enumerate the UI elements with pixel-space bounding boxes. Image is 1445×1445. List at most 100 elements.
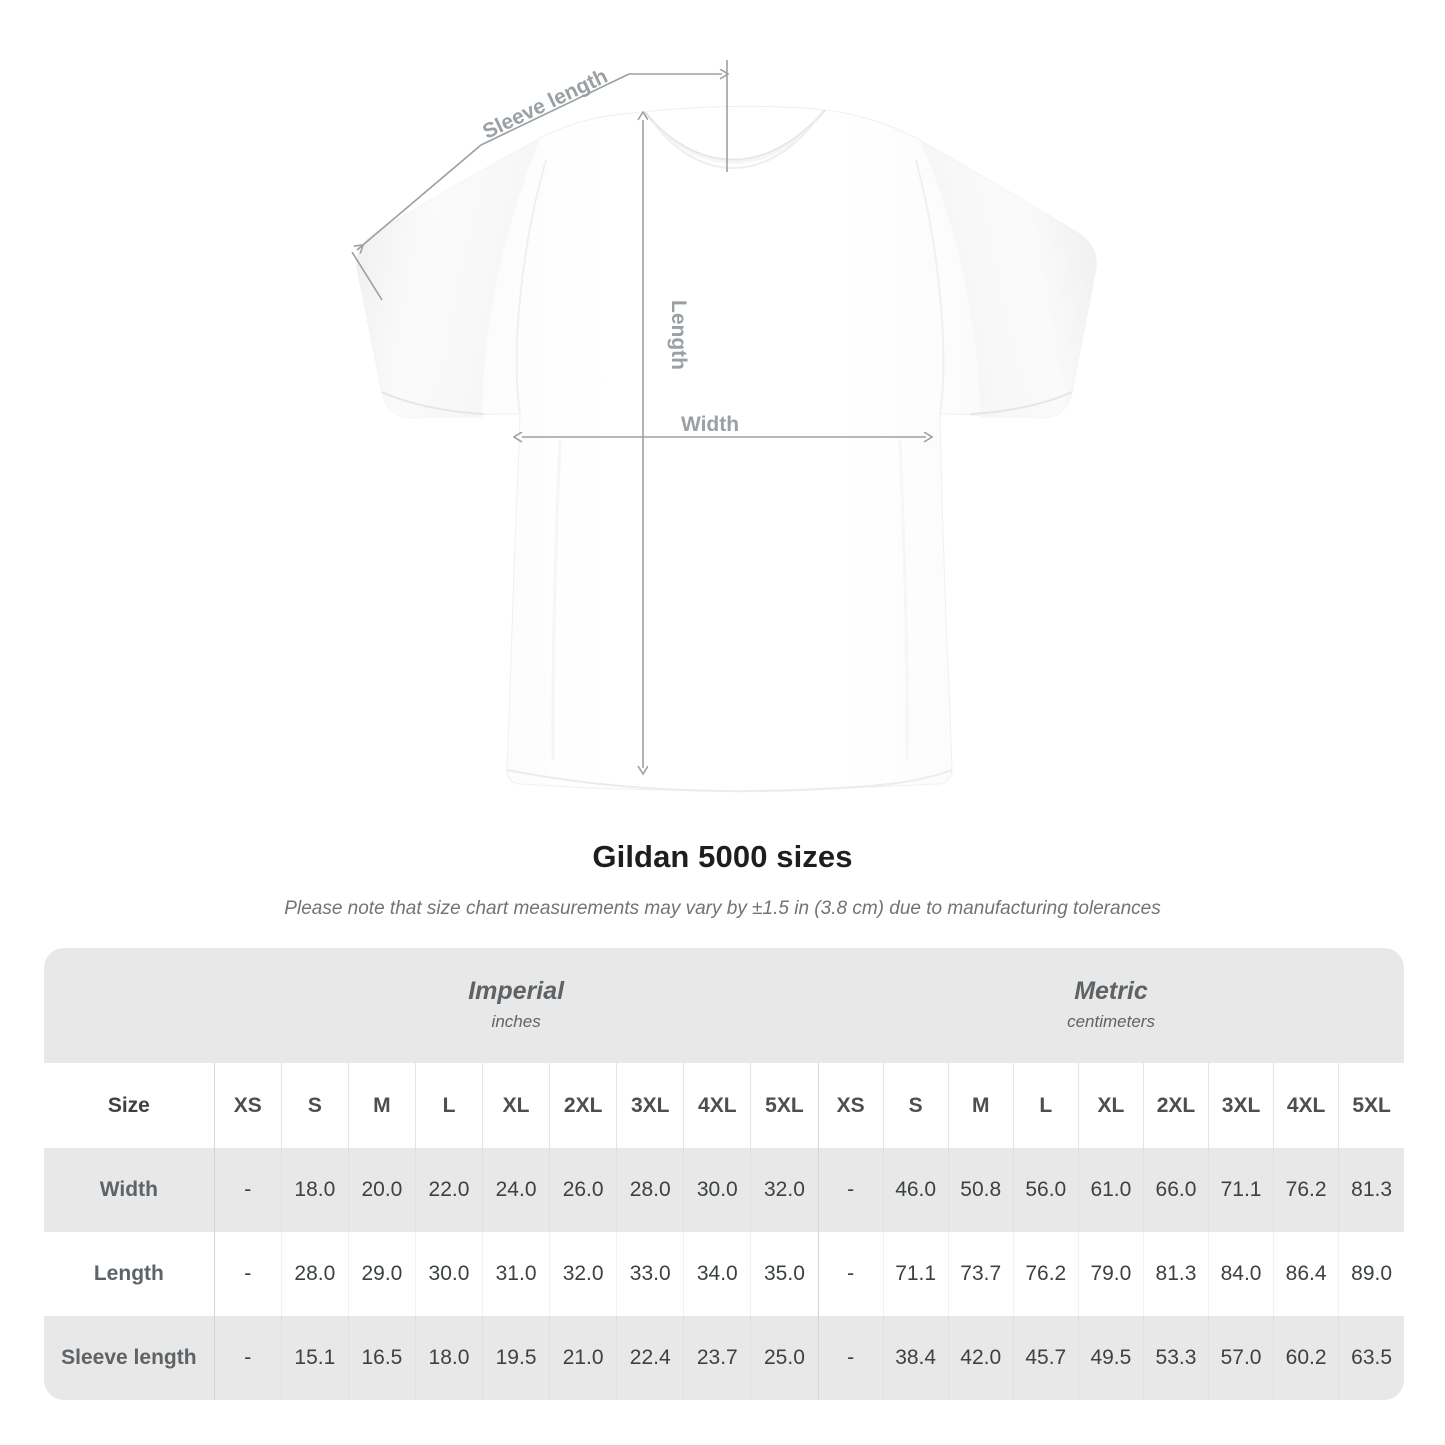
cell-width-imp-6: 28.0 [616,1148,684,1232]
cell-sleeve-met-7: 60.2 [1273,1316,1339,1400]
size-table-container: Imperial inches Metric centimeters Size … [44,948,1404,1400]
cell-width-met-7: 76.2 [1273,1148,1339,1232]
sleeve-diagonal-lower [357,144,482,250]
size-col-imp-6: 3XL [616,1063,684,1148]
cell-length-met-2: 73.7 [947,1232,1014,1316]
size-col-imp-5: 2XL [549,1063,617,1148]
cell-length-met-3: 76.2 [1012,1232,1079,1316]
cell-sleeve-met-1: 38.4 [882,1316,949,1400]
cell-width-imp-5: 26.0 [549,1148,617,1232]
cell-width-met-2: 50.8 [947,1148,1014,1232]
size-col-imp-7: 4XL [683,1063,751,1148]
cell-width-imp-8: 32.0 [750,1148,819,1232]
cell-sleeve-imp-4: 19.5 [482,1316,550,1400]
cell-sleeve-met-6: 57.0 [1207,1316,1274,1400]
cell-sleeve-met-4: 49.5 [1077,1316,1144,1400]
cell-length-met-8: 89.0 [1338,1232,1404,1316]
unit-imperial-cell: Imperial inches [214,948,819,1063]
unit-imperial-name: Imperial [468,977,565,1006]
cell-width-met-3: 56.0 [1012,1148,1079,1232]
size-col-imp-8: 5XL [750,1063,819,1148]
unit-metric-cell: Metric centimeters [818,948,1404,1063]
cell-length-met-1: 71.1 [882,1232,949,1316]
unit-banner-spacer [44,948,215,1063]
size-chart-table: Imperial inches Metric centimeters Size … [44,948,1404,1400]
cell-width-imp-4: 24.0 [482,1148,550,1232]
size-col-imp-3: L [414,1063,483,1148]
page-title: Gildan 5000 sizes [592,839,853,874]
cell-sleeve-met-8: 63.5 [1338,1316,1404,1400]
tolerance-note: Please note that size chart measurements… [284,898,1161,920]
cell-length-met-4: 79.0 [1077,1232,1144,1316]
cell-width-met-5: 66.0 [1142,1148,1209,1232]
cell-sleeve-imp-7: 23.7 [683,1316,751,1400]
size-col-met-3: L [1012,1063,1079,1148]
cell-sleeve-imp-3: 18.0 [414,1316,483,1400]
cell-sleeve-met-0: - [817,1316,884,1400]
cell-length-met-5: 81.3 [1142,1232,1209,1316]
cell-length-imp-1: 28.0 [280,1232,349,1316]
table-row: Length - 28.0 29.0 30.0 31.0 32.0 33.0 3… [44,1232,1404,1316]
cell-length-imp-4: 31.0 [482,1232,550,1316]
tshirt-illustration: Sleeve length Length Width [351,60,1097,793]
cell-sleeve-imp-5: 21.0 [549,1316,617,1400]
unit-metric-sub: centimeters [1067,1011,1155,1031]
cell-sleeve-imp-1: 15.1 [280,1316,349,1400]
size-col-met-1: S [882,1063,949,1148]
cell-sleeve-imp-6: 22.4 [616,1316,684,1400]
sleeve-diagonal-upper [480,73,630,146]
cell-width-met-1: 46.0 [882,1148,949,1232]
tshirt-diagram: Sleeve length Length Width [351,60,1097,793]
cell-width-imp-7: 30.0 [683,1148,751,1232]
size-col-imp-0: XS [213,1063,282,1148]
size-header-row: Size XS S M L XL 2XL 3XL 4XL 5XL XS S M … [44,1063,1404,1148]
size-col-imp-1: S [280,1063,349,1148]
size-col-met-2: M [947,1063,1014,1148]
cell-sleeve-imp-0: - [213,1316,282,1400]
cell-width-imp-1: 18.0 [280,1148,349,1232]
size-col-met-5: 2XL [1142,1063,1209,1148]
cell-length-imp-2: 29.0 [347,1232,416,1316]
size-col-met-4: XL [1077,1063,1144,1148]
cell-length-imp-5: 32.0 [549,1232,617,1316]
title-block: Gildan 5000 sizes Please note that size … [0,838,1445,922]
cell-sleeve-met-3: 45.7 [1012,1316,1079,1400]
size-col-met-0: XS [817,1063,884,1148]
cell-length-imp-8: 35.0 [750,1232,819,1316]
unit-banner-row: Imperial inches Metric centimeters [44,948,1404,1063]
cell-sleeve-met-5: 53.3 [1142,1316,1209,1400]
cell-width-met-0: - [817,1148,884,1232]
size-col-met-6: 3XL [1207,1063,1274,1148]
row-label-width: Width [44,1148,215,1232]
cell-width-met-4: 61.0 [1077,1148,1144,1232]
cell-length-imp-6: 33.0 [616,1232,684,1316]
size-col-met-8: 5XL [1338,1063,1404,1148]
size-col-imp-2: M [347,1063,416,1148]
cell-length-met-0: - [817,1232,884,1316]
unit-imperial-sub: inches [491,1011,541,1031]
table-row: Sleeve length - 15.1 16.5 18.0 19.5 21.0… [44,1316,1404,1400]
cell-sleeve-met-2: 42.0 [947,1316,1014,1400]
cell-length-imp-3: 30.0 [414,1232,483,1316]
width-label: Width [681,413,739,436]
length-label: Length [667,300,690,370]
cell-width-imp-0: - [213,1148,282,1232]
sleeve-bottom-tick [351,251,383,301]
cell-length-met-6: 84.0 [1207,1232,1274,1316]
width-measure: Width [522,413,926,437]
cell-length-met-7: 86.4 [1273,1232,1339,1316]
size-col-imp-4: XL [482,1063,550,1148]
size-header-label: Size [44,1063,215,1148]
cell-width-met-6: 71.1 [1207,1148,1274,1232]
row-label-length: Length [44,1232,215,1316]
table-row: Width - 18.0 20.0 22.0 24.0 26.0 28.0 30… [44,1148,1404,1232]
row-label-sleeve-length: Sleeve length [44,1316,215,1400]
cell-length-imp-7: 34.0 [683,1232,751,1316]
length-measure: Length [643,120,690,768]
shirt-body-shape [356,105,1097,793]
size-col-met-7: 4XL [1273,1063,1339,1148]
cell-width-met-8: 81.3 [1338,1148,1404,1232]
cell-width-imp-3: 22.0 [414,1148,483,1232]
cell-sleeve-imp-2: 16.5 [347,1316,416,1400]
cell-length-imp-0: - [213,1232,282,1316]
